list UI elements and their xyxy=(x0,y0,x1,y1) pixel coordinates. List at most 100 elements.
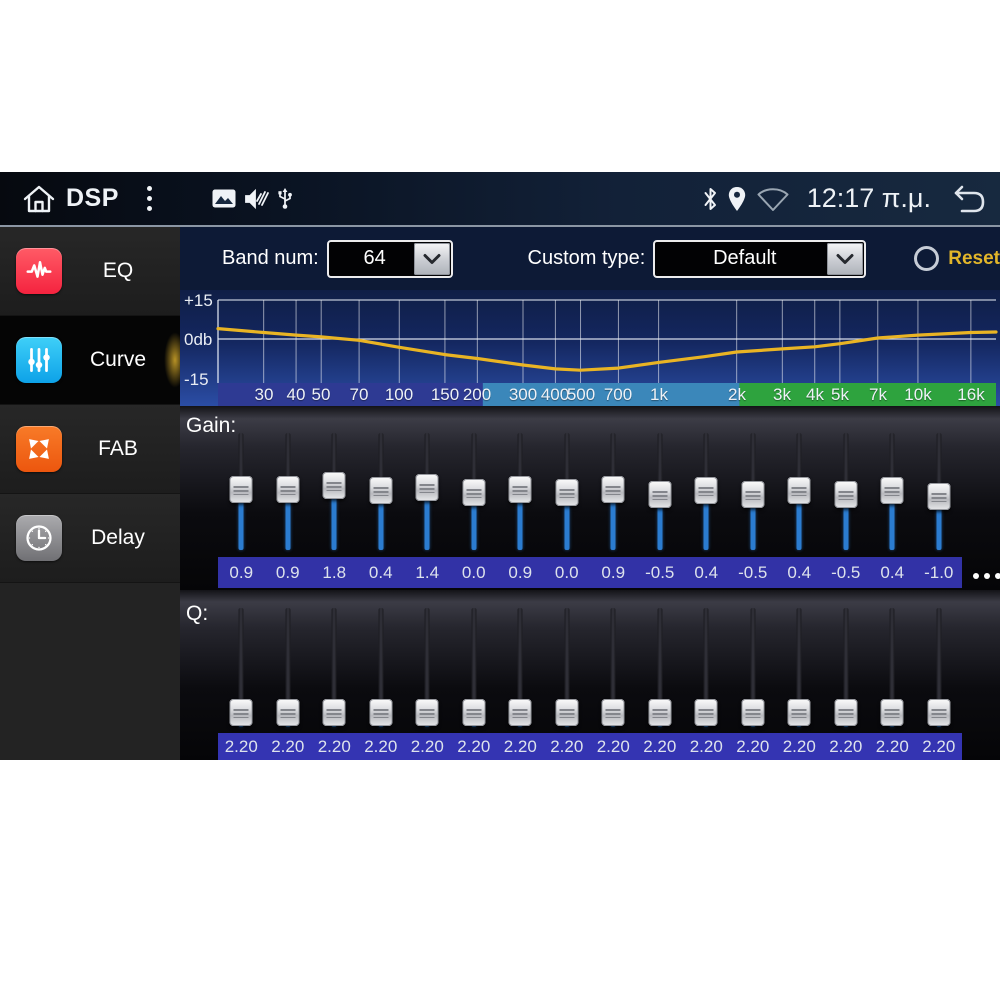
gain-slider-thumb[interactable] xyxy=(741,480,765,508)
gain-slider-thumb[interactable] xyxy=(694,477,718,505)
gain-slider-10[interactable] xyxy=(637,406,684,590)
q-slider-14[interactable] xyxy=(823,590,870,760)
chevron-down-icon[interactable] xyxy=(827,242,864,275)
gain-slider-3[interactable] xyxy=(311,406,358,590)
q-slider-thumb[interactable] xyxy=(648,698,672,726)
gain-slider-thumb[interactable] xyxy=(787,477,811,505)
q-slider-15[interactable] xyxy=(869,590,916,760)
gain-slider-11[interactable] xyxy=(683,406,730,590)
gain-slider-thumb[interactable] xyxy=(415,473,439,501)
freq-axis-tick: 10k xyxy=(904,385,932,404)
q-slider-thumb[interactable] xyxy=(694,698,718,726)
sidebar-item-fab[interactable]: FAB xyxy=(0,405,180,494)
gain-value: 0.4 xyxy=(694,562,719,582)
q-slider-thumb[interactable] xyxy=(276,698,300,726)
head-unit-screen: DSP xyxy=(0,172,1000,760)
sidebar-item-delay[interactable]: Delay xyxy=(0,494,180,583)
q-slider-7[interactable] xyxy=(497,590,544,760)
q-slider-1[interactable] xyxy=(218,590,265,760)
gain-slider-1[interactable] xyxy=(218,406,265,590)
gain-slider-2[interactable] xyxy=(265,406,312,590)
eq-response-curve xyxy=(216,327,998,372)
gain-slider-9[interactable] xyxy=(590,406,637,590)
gain-slider-thumb[interactable] xyxy=(462,479,486,506)
q-slider-2[interactable] xyxy=(265,590,312,760)
overflow-menu-icon[interactable] xyxy=(143,182,156,215)
q-slider-thumb[interactable] xyxy=(787,698,811,726)
q-slider-16[interactable] xyxy=(916,590,963,760)
q-slider-9[interactable] xyxy=(590,590,637,760)
back-icon[interactable] xyxy=(948,184,986,214)
slider-track-fill xyxy=(657,494,663,550)
gain-slider-5[interactable] xyxy=(404,406,451,590)
gain-slider-6[interactable] xyxy=(451,406,498,590)
gain-slider-thumb[interactable] xyxy=(276,475,300,503)
q-slider-thumb[interactable] xyxy=(834,698,858,726)
sidebar-item-curve[interactable]: Curve xyxy=(0,316,186,405)
q-slider-thumb[interactable] xyxy=(415,698,439,726)
freq-axis-tick: 200 xyxy=(462,385,492,404)
q-value: 2.20 xyxy=(596,736,630,756)
home-icon[interactable] xyxy=(22,184,56,214)
gain-slider-thumb[interactable] xyxy=(508,475,532,503)
gain-slider-thumb[interactable] xyxy=(229,475,253,503)
eq-wave-icon xyxy=(16,248,62,294)
q-slider-thumb[interactable] xyxy=(601,698,625,726)
gain-value: 0.4 xyxy=(880,562,905,582)
q-slider-8[interactable] xyxy=(544,590,591,760)
band-num-select[interactable]: 64 xyxy=(326,239,453,278)
gain-value: -0.5 xyxy=(645,562,675,582)
q-value: 2.20 xyxy=(410,736,444,756)
gain-slider-7[interactable] xyxy=(497,406,544,590)
gain-slider-4[interactable] xyxy=(358,406,405,590)
slider-track-fill xyxy=(564,492,570,550)
dsp-sidebar: EQ Curve FAB Delay xyxy=(0,227,186,760)
q-slider-11[interactable] xyxy=(683,590,730,760)
q-slider-3[interactable] xyxy=(311,590,358,760)
gain-slider-thumb[interactable] xyxy=(880,477,904,505)
q-slider-10[interactable] xyxy=(637,590,684,760)
gain-slider-15[interactable] xyxy=(869,406,916,590)
q-value-bar: 2.20 2.20 2.20 2.20 2.20 2.20 2.20 2.20 2.20 2.20… xyxy=(218,733,962,760)
q-slider-thumb[interactable] xyxy=(741,698,765,726)
chevron-down-icon[interactable] xyxy=(413,242,450,275)
gain-slider-8[interactable] xyxy=(544,406,591,590)
slider-track xyxy=(471,608,477,727)
gain-slider-thumb[interactable] xyxy=(648,480,672,508)
gain-slider-thumb[interactable] xyxy=(601,475,625,503)
slider-track xyxy=(564,608,570,727)
location-status-icon xyxy=(727,186,747,212)
q-slider-13[interactable] xyxy=(776,590,823,760)
reset-radio[interactable] xyxy=(914,246,940,271)
gain-slider-16[interactable] xyxy=(916,406,963,590)
gain-slider-12[interactable] xyxy=(730,406,777,590)
q-value: 2.20 xyxy=(457,736,491,756)
q-slider-5[interactable] xyxy=(404,590,451,760)
q-value: 2.20 xyxy=(689,736,723,756)
fab-arrows-icon xyxy=(16,426,62,472)
gain-slider-thumb[interactable] xyxy=(927,482,951,510)
q-slider-thumb[interactable] xyxy=(369,698,393,726)
sidebar-item-eq[interactable]: EQ xyxy=(0,227,180,316)
q-slider-thumb[interactable] xyxy=(229,698,253,726)
custom-type-select[interactable]: Default xyxy=(653,239,867,278)
q-slider-thumb[interactable] xyxy=(927,698,951,726)
q-slider-6[interactable] xyxy=(451,590,498,760)
eq-response-chart[interactable]: +15 0db -15 30 40 50 70 100 150 200 300 400 500 700 1k… xyxy=(180,290,1000,406)
reset-control[interactable]: Reset xyxy=(914,246,1000,271)
gain-slider-thumb[interactable] xyxy=(834,480,858,508)
gain-slider-thumb[interactable] xyxy=(555,479,579,506)
q-slider-12[interactable] xyxy=(730,590,777,760)
more-bands-ellipsis[interactable] xyxy=(969,569,1000,583)
gain-slider-thumb[interactable] xyxy=(322,472,346,500)
q-slider-thumb[interactable] xyxy=(322,698,346,726)
q-slider-thumb[interactable] xyxy=(462,698,486,726)
q-slider-thumb[interactable] xyxy=(880,698,904,726)
gain-slider-13[interactable] xyxy=(776,406,823,590)
gain-slider-thumb[interactable] xyxy=(369,477,393,505)
q-slider-thumb[interactable] xyxy=(555,698,579,726)
q-slider-thumb[interactable] xyxy=(508,698,532,726)
q-slider-4[interactable] xyxy=(358,590,405,760)
gain-slider-14[interactable] xyxy=(823,406,870,590)
slider-track xyxy=(285,608,291,727)
